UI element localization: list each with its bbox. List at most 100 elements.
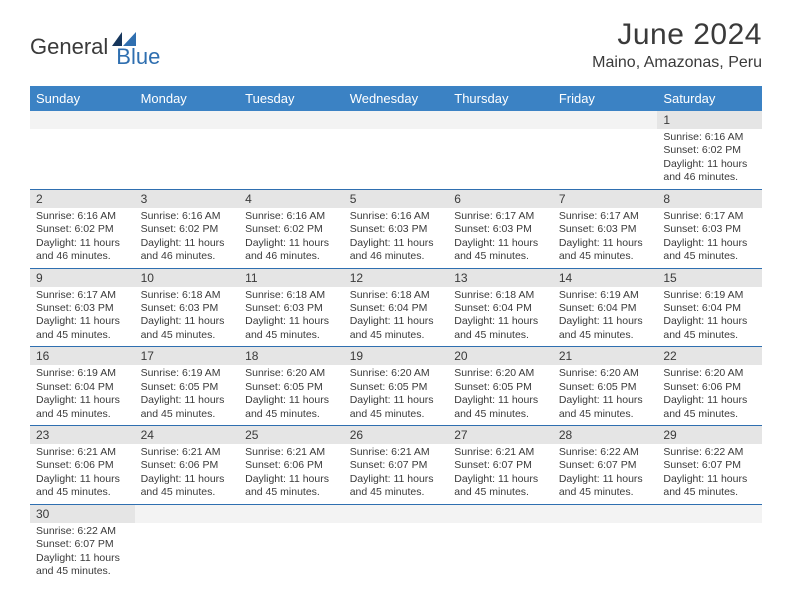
calendar-cell: 2Sunrise: 6:16 AMSunset: 6:02 PMDaylight… [30,189,135,268]
calendar-cell: 30Sunrise: 6:22 AMSunset: 6:07 PMDayligh… [30,504,135,582]
calendar-cell: 8Sunrise: 6:17 AMSunset: 6:03 PMDaylight… [657,189,762,268]
calendar-cell: 23Sunrise: 6:21 AMSunset: 6:06 PMDayligh… [30,426,135,505]
day-number: 6 [448,190,553,208]
calendar-cell-blank [239,504,344,582]
day-body: Sunrise: 6:18 AMSunset: 6:04 PMDaylight:… [448,287,553,347]
day-number: 5 [344,190,449,208]
daynum-empty [448,111,553,129]
day-body: Sunrise: 6:19 AMSunset: 6:04 PMDaylight:… [30,365,135,425]
calendar-head: SundayMondayTuesdayWednesdayThursdayFrid… [30,86,762,111]
day-number: 4 [239,190,344,208]
calendar-cell-blank [135,504,240,582]
day-number: 18 [239,347,344,365]
calendar-cell-blank [344,504,449,582]
day-number: 22 [657,347,762,365]
calendar-cell: 29Sunrise: 6:22 AMSunset: 6:07 PMDayligh… [657,426,762,505]
location-label: Maino, Amazonas, Peru [592,54,762,72]
day-number: 16 [30,347,135,365]
calendar-cell-blank [657,504,762,582]
calendar-cell-blank [239,111,344,189]
day-body: Sunrise: 6:21 AMSunset: 6:06 PMDaylight:… [135,444,240,504]
weekday-header: Thursday [448,86,553,111]
calendar-cell: 17Sunrise: 6:19 AMSunset: 6:05 PMDayligh… [135,347,240,426]
title-block: June 2024 Maino, Amazonas, Peru [592,18,762,72]
day-body: Sunrise: 6:20 AMSunset: 6:06 PMDaylight:… [657,365,762,425]
daynum-empty [30,111,135,129]
day-body: Sunrise: 6:20 AMSunset: 6:05 PMDaylight:… [344,365,449,425]
daynum-empty [239,505,344,523]
calendar-table: SundayMondayTuesdayWednesdayThursdayFrid… [30,86,762,583]
daynum-empty [239,111,344,129]
calendar-cell: 5Sunrise: 6:16 AMSunset: 6:03 PMDaylight… [344,189,449,268]
day-number: 17 [135,347,240,365]
weekday-header: Monday [135,86,240,111]
day-number: 10 [135,269,240,287]
day-body: Sunrise: 6:22 AMSunset: 6:07 PMDaylight:… [30,523,135,583]
day-body: Sunrise: 6:21 AMSunset: 6:06 PMDaylight:… [239,444,344,504]
daynum-empty [553,505,658,523]
day-body: Sunrise: 6:19 AMSunset: 6:04 PMDaylight:… [657,287,762,347]
weekday-row: SundayMondayTuesdayWednesdayThursdayFrid… [30,86,762,111]
day-number: 26 [344,426,449,444]
calendar-cell-blank [553,504,658,582]
calendar-row: 30Sunrise: 6:22 AMSunset: 6:07 PMDayligh… [30,504,762,582]
calendar-cell: 16Sunrise: 6:19 AMSunset: 6:04 PMDayligh… [30,347,135,426]
calendar-row: 16Sunrise: 6:19 AMSunset: 6:04 PMDayligh… [30,347,762,426]
daynum-empty [657,505,762,523]
day-body: Sunrise: 6:17 AMSunset: 6:03 PMDaylight:… [553,208,658,268]
calendar-cell: 21Sunrise: 6:20 AMSunset: 6:05 PMDayligh… [553,347,658,426]
calendar-cell: 10Sunrise: 6:18 AMSunset: 6:03 PMDayligh… [135,268,240,347]
day-number: 27 [448,426,553,444]
weekday-header: Wednesday [344,86,449,111]
header: General Blue June 2024 Maino, Amazonas, … [0,0,792,78]
weekday-header: Friday [553,86,658,111]
calendar-cell-blank [448,111,553,189]
calendar-cell: 12Sunrise: 6:18 AMSunset: 6:04 PMDayligh… [344,268,449,347]
day-number: 7 [553,190,658,208]
calendar-cell-blank [135,111,240,189]
calendar-cell: 14Sunrise: 6:19 AMSunset: 6:04 PMDayligh… [553,268,658,347]
calendar-cell-blank [344,111,449,189]
daynum-empty [135,111,240,129]
calendar-row: 1Sunrise: 6:16 AMSunset: 6:02 PMDaylight… [30,111,762,189]
day-number: 25 [239,426,344,444]
day-body: Sunrise: 6:16 AMSunset: 6:02 PMDaylight:… [30,208,135,268]
calendar-row: 9Sunrise: 6:17 AMSunset: 6:03 PMDaylight… [30,268,762,347]
day-number: 29 [657,426,762,444]
day-number: 21 [553,347,658,365]
calendar-cell: 25Sunrise: 6:21 AMSunset: 6:06 PMDayligh… [239,426,344,505]
day-body: Sunrise: 6:19 AMSunset: 6:04 PMDaylight:… [553,287,658,347]
day-number: 3 [135,190,240,208]
day-body: Sunrise: 6:20 AMSunset: 6:05 PMDaylight:… [448,365,553,425]
day-number: 8 [657,190,762,208]
day-body: Sunrise: 6:16 AMSunset: 6:02 PMDaylight:… [239,208,344,268]
day-body: Sunrise: 6:19 AMSunset: 6:05 PMDaylight:… [135,365,240,425]
calendar-cell: 22Sunrise: 6:20 AMSunset: 6:06 PMDayligh… [657,347,762,426]
daynum-empty [553,111,658,129]
day-number: 23 [30,426,135,444]
day-body: Sunrise: 6:17 AMSunset: 6:03 PMDaylight:… [657,208,762,268]
daynum-empty [344,505,449,523]
day-body: Sunrise: 6:21 AMSunset: 6:06 PMDaylight:… [30,444,135,504]
calendar-row: 2Sunrise: 6:16 AMSunset: 6:02 PMDaylight… [30,189,762,268]
weekday-header: Tuesday [239,86,344,111]
day-body: Sunrise: 6:16 AMSunset: 6:02 PMDaylight:… [135,208,240,268]
calendar-cell: 18Sunrise: 6:20 AMSunset: 6:05 PMDayligh… [239,347,344,426]
calendar-cell: 6Sunrise: 6:17 AMSunset: 6:03 PMDaylight… [448,189,553,268]
daynum-empty [448,505,553,523]
calendar-cell: 27Sunrise: 6:21 AMSunset: 6:07 PMDayligh… [448,426,553,505]
day-number: 19 [344,347,449,365]
calendar-cell: 26Sunrise: 6:21 AMSunset: 6:07 PMDayligh… [344,426,449,505]
calendar-cell: 3Sunrise: 6:16 AMSunset: 6:02 PMDaylight… [135,189,240,268]
calendar-cell-blank [553,111,658,189]
day-body: Sunrise: 6:16 AMSunset: 6:03 PMDaylight:… [344,208,449,268]
day-body: Sunrise: 6:18 AMSunset: 6:03 PMDaylight:… [135,287,240,347]
day-number: 1 [657,111,762,129]
day-number: 15 [657,269,762,287]
day-body: Sunrise: 6:18 AMSunset: 6:03 PMDaylight:… [239,287,344,347]
month-title: June 2024 [592,18,762,52]
brand-sub: Blue [116,44,160,70]
day-number: 9 [30,269,135,287]
daynum-empty [135,505,240,523]
calendar-cell-blank [30,111,135,189]
